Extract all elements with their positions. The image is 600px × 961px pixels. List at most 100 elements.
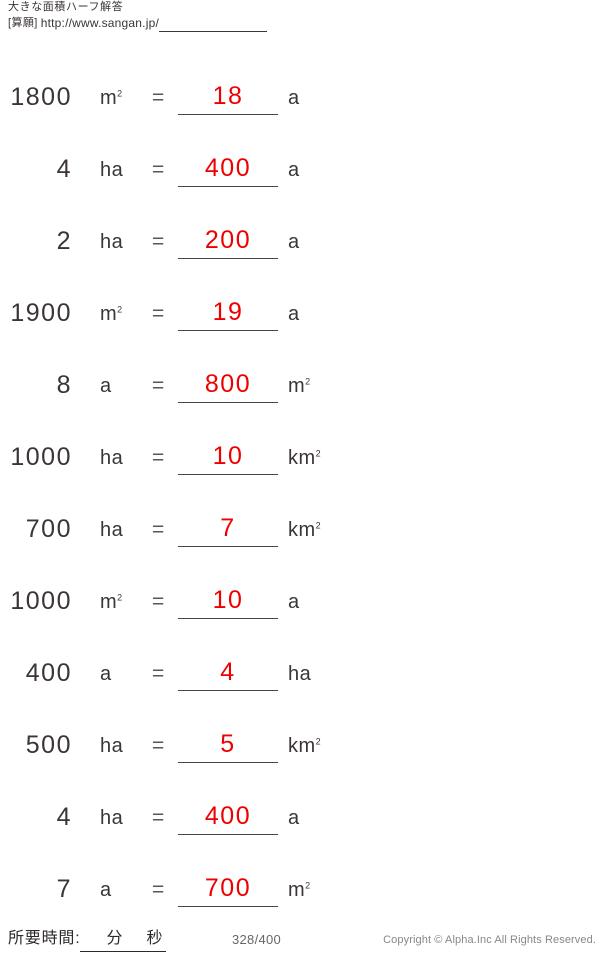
answer-value: 10	[212, 442, 244, 470]
answer-blank[interactable]: 200	[178, 224, 278, 259]
answer-unit-exponent: 2	[315, 448, 321, 459]
question-value: 7	[56, 875, 72, 903]
problem-row: 500 ha = 5 km2	[0, 722, 340, 794]
answer-blank[interactable]: 800	[178, 368, 278, 403]
answer-unit: a	[288, 589, 300, 615]
equals-sign: =	[152, 590, 165, 613]
problem-row: 1800 m2 = 18 a	[0, 74, 340, 146]
problem-row: 1900 m2 = 19 a	[0, 290, 340, 362]
question-unit-text: ha	[100, 735, 124, 757]
problem-row: 400 a = 4 ha	[0, 650, 340, 722]
source-url: http://www.sangan.jp/	[40, 16, 159, 30]
question-unit-text: a	[100, 375, 112, 397]
answer-blank[interactable]: 18	[178, 80, 278, 115]
equals-sign: =	[152, 302, 165, 325]
answer-unit-text: m	[288, 879, 306, 901]
answer-blank[interactable]: 4	[178, 656, 278, 691]
equals-sign: =	[152, 446, 165, 469]
source-url-row: [算願] http://www.sangan.jp/	[8, 15, 588, 32]
equals-sign: =	[152, 374, 165, 397]
answer-unit: m2	[288, 373, 310, 399]
answer-unit: km2	[288, 733, 321, 759]
answer-unit-text: a	[288, 87, 300, 109]
answer-value: 700	[204, 874, 252, 902]
question-unit: a	[100, 373, 144, 399]
page-title: 大きな面積ハーフ解答	[8, 1, 124, 13]
problem-row: 4 ha = 400 a	[0, 146, 340, 218]
question-value: 4	[56, 803, 72, 831]
answer-value: 800	[204, 370, 252, 398]
answer-unit-exponent: 2	[305, 376, 311, 387]
elapsed-time-fields: 分 秒	[80, 928, 167, 952]
question-value: 2	[56, 227, 72, 255]
answer-blank[interactable]: 700	[178, 872, 278, 907]
answer-unit-text: a	[288, 807, 300, 829]
answer-unit: km2	[288, 445, 321, 471]
question-unit: ha	[100, 229, 144, 255]
answer-unit-text: a	[288, 231, 300, 253]
equals-sign: =	[152, 662, 165, 685]
answer-unit-exponent: 2	[315, 736, 321, 747]
answer-unit-text: a	[288, 591, 300, 613]
answer-value: 4	[220, 658, 236, 686]
question-unit: ha	[100, 157, 144, 183]
answer-unit: a	[288, 85, 300, 111]
question-unit-text: a	[100, 879, 112, 901]
problem-list: 1800 m2 = 18 a 4 ha = 400 a 2 ha = 200 a 1900 m2 = 19 a 8 a = 8…	[0, 74, 600, 938]
question-unit-text: m	[100, 591, 118, 613]
equals-sign: =	[152, 86, 165, 109]
answer-blank[interactable]: 7	[178, 512, 278, 547]
question-unit-text: ha	[100, 807, 124, 829]
answer-blank[interactable]: 10	[178, 584, 278, 619]
equals-sign: =	[152, 230, 165, 253]
answer-unit: a	[288, 805, 300, 831]
question-unit-exponent: 2	[117, 304, 123, 315]
answer-unit-exponent: 2	[305, 880, 311, 891]
question-value: 1000	[10, 587, 72, 615]
question-unit-text: ha	[100, 519, 124, 541]
equals-sign: =	[152, 734, 165, 757]
question-value: 1900	[10, 299, 72, 327]
answer-unit: a	[288, 229, 300, 255]
answer-blank[interactable]: 400	[178, 800, 278, 835]
problem-row: 4 ha = 400 a	[0, 794, 340, 866]
answer-unit: ha	[288, 661, 311, 687]
question-unit-text: m	[100, 303, 118, 325]
problem-row: 700 ha = 7 km2	[0, 506, 340, 578]
answer-value: 19	[212, 298, 244, 326]
answer-blank[interactable]: 400	[178, 152, 278, 187]
problem-row: 1000 ha = 10 km2	[0, 434, 340, 506]
problem-row: 2 ha = 200 a	[0, 218, 340, 290]
question-value: 700	[25, 515, 72, 543]
publisher-tag: [算願]	[8, 17, 38, 29]
elapsed-time-label: 所要時間:	[8, 930, 81, 947]
answer-unit-text: m	[288, 375, 306, 397]
answer-blank[interactable]: 19	[178, 296, 278, 331]
answer-unit-text: km	[288, 519, 316, 541]
answer-unit: a	[288, 301, 300, 327]
question-unit-exponent: 2	[117, 592, 123, 603]
answer-unit-text: a	[288, 159, 300, 181]
answer-unit-text: km	[288, 735, 316, 757]
answer-unit-text: ha	[288, 663, 312, 685]
answer-value: 5	[220, 730, 236, 758]
answer-unit: a	[288, 157, 300, 183]
equals-sign: =	[152, 806, 165, 829]
question-value: 1000	[10, 443, 72, 471]
answer-blank[interactable]: 10	[178, 440, 278, 475]
question-unit: a	[100, 661, 144, 687]
answer-unit: m2	[288, 877, 310, 903]
seconds-unit-label: 秒	[146, 930, 163, 947]
equals-sign: =	[152, 518, 165, 541]
minutes-unit-label: 分	[106, 930, 123, 947]
question-unit-text: ha	[100, 447, 124, 469]
question-unit: ha	[100, 517, 144, 543]
question-unit: ha	[100, 805, 144, 831]
answer-blank[interactable]: 5	[178, 728, 278, 763]
student-name-blank[interactable]	[158, 17, 267, 32]
question-unit: m2	[100, 301, 144, 327]
equals-sign: =	[152, 878, 165, 901]
question-unit-text: a	[100, 663, 112, 685]
answer-unit: km2	[288, 517, 321, 543]
elapsed-time-block: 所要時間: 分 秒	[8, 928, 167, 952]
